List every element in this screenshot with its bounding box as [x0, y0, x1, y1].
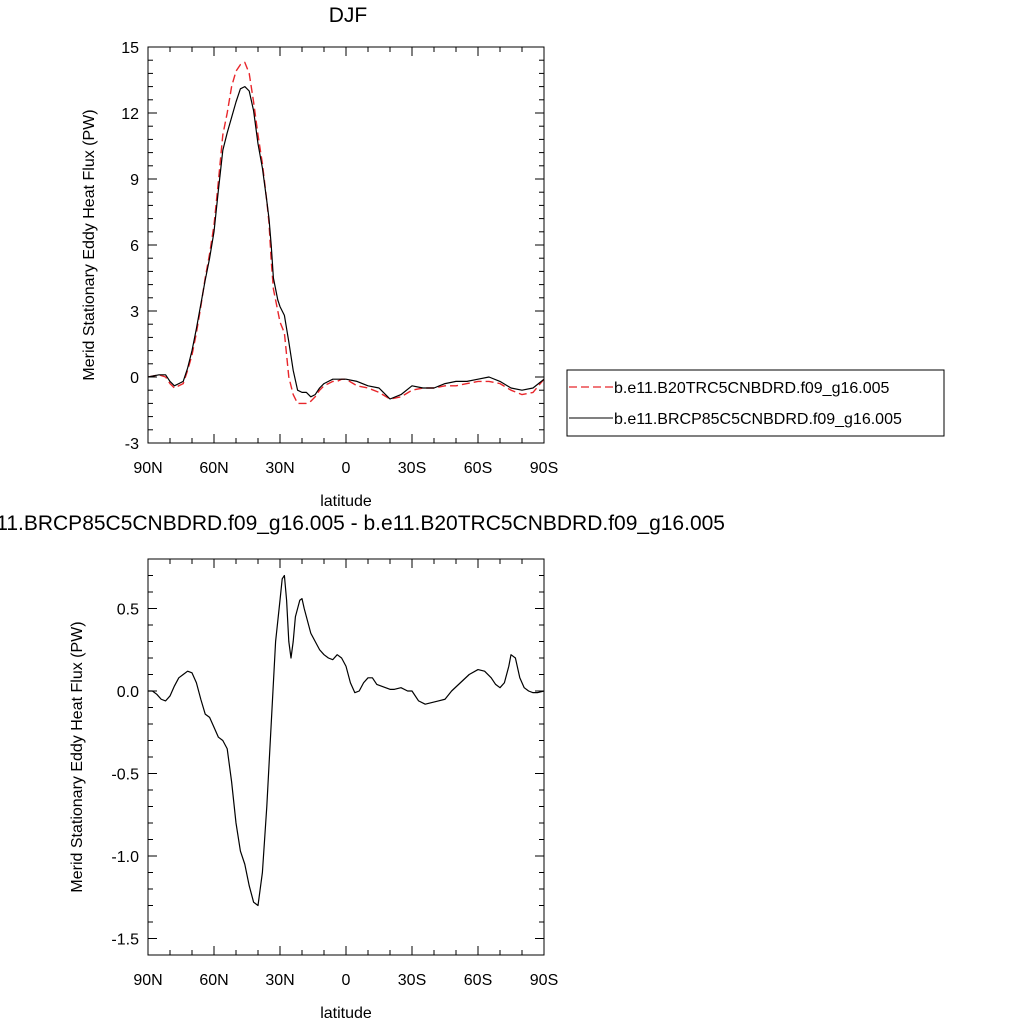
- x-tick-label: 90N: [133, 972, 162, 989]
- bottom-panel: b.e11.BRCP85C5CNBDRD.f09_g16.005 - b.e11…: [0, 512, 725, 1022]
- x-tick-label: 30S: [398, 460, 426, 477]
- legend-label-rcp85: b.e11.BRCP85C5CNBDRD.f09_g16.005: [614, 411, 902, 428]
- y-tick-label: -1.5: [111, 932, 139, 949]
- x-tick-label: 60S: [464, 972, 492, 989]
- series-line-1: [147, 85, 545, 400]
- x-tick-label: 60N: [199, 972, 228, 989]
- x-tick-label: 90S: [530, 972, 558, 989]
- y-tick-label: -1.0: [111, 849, 139, 866]
- top-x-axis-label: latitude: [320, 493, 372, 510]
- y-tick-label: 0.5: [117, 602, 139, 619]
- top-chart-title: DJF: [329, 4, 368, 27]
- bottom-chart-title: b.e11.BRCP85C5CNBDRD.f09_g16.005 - b.e11…: [0, 512, 725, 535]
- x-tick-label: 30N: [265, 460, 294, 477]
- series-line-0: [147, 61, 545, 405]
- legend-box: [566, 369, 945, 437]
- x-tick-label: 60S: [464, 460, 492, 477]
- legend-label-historical: b.e11.B20TRC5CNBDRD.f09_g16.005: [614, 380, 890, 397]
- x-tick-label: 90S: [530, 460, 558, 477]
- y-tick-label: 15: [121, 40, 139, 57]
- legend: b.e11.B20TRC5CNBDRD.f09_g16.005 b.e11.BR…: [566, 369, 945, 437]
- y-tick-label: -0.5: [111, 767, 139, 784]
- x-tick-label: 90N: [133, 460, 162, 477]
- x-tick-label: 30N: [265, 972, 294, 989]
- bottom-x-axis-label: latitude: [320, 1005, 372, 1022]
- top-plot-frame: [147, 46, 545, 444]
- y-tick-label: 3: [130, 304, 139, 321]
- x-tick-label: 0: [342, 972, 351, 989]
- top-y-axis-label: Merid Stationary Eddy Heat Flux (PW): [81, 109, 98, 380]
- top-panel: DJF 90N 60N 30N 0 30S 60S 90S -3 0 3 6 9 12 15 latitu…: [81, 4, 945, 510]
- y-tick-label: 6: [130, 238, 139, 255]
- bottom-plot-frame: [147, 558, 545, 956]
- x-tick-label: 60N: [199, 460, 228, 477]
- x-tick-label: 30S: [398, 972, 426, 989]
- y-tick-label: 0.0: [117, 684, 139, 701]
- y-tick-label: 0: [130, 370, 139, 387]
- y-tick-label: 12: [121, 106, 139, 123]
- series-line-0: [148, 574, 545, 907]
- x-tick-label: 0: [342, 460, 351, 477]
- bottom-y-axis-label: Merid Stationary Eddy Heat Flux (PW): [69, 621, 86, 892]
- y-tick-label: 9: [130, 172, 139, 189]
- y-tick-label: -3: [125, 436, 139, 453]
